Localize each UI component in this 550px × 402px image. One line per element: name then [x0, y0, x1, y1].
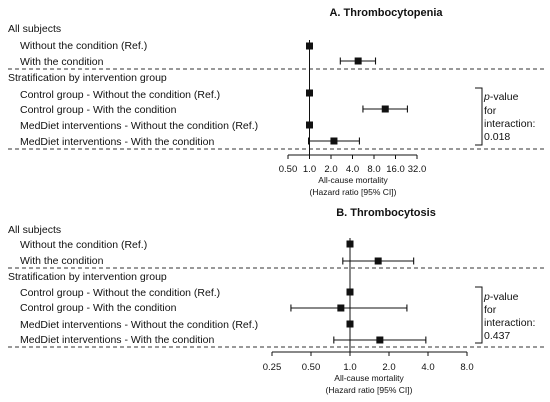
hazard-ratio-marker [376, 336, 384, 344]
x-tick-label: 4.0 [421, 362, 434, 373]
x-axis-label-units: (Hazard ratio [95% CI]) [310, 187, 397, 197]
panel-title: B. Thrombocytosis [336, 207, 436, 219]
hazard-ratio-marker [337, 304, 345, 312]
hazard-ratio-marker [346, 320, 354, 328]
hazard-ratio-marker [306, 42, 313, 50]
hazard-ratio-marker [374, 257, 382, 265]
x-tick-label: 2.0 [324, 164, 337, 175]
p-suffix: -value [490, 291, 519, 303]
x-tick-label: 32.0 [408, 164, 427, 175]
panel-thrombocytosis: B. Thrombocytosis All subjects Without t… [8, 207, 547, 395]
x-axis-label-units: (Hazard ratio [95% CI]) [326, 385, 413, 395]
interaction-bracket [475, 87, 483, 146]
p-value-note: p-value [483, 91, 519, 103]
row-label: MedDiet interventions - Without the cond… [20, 120, 258, 132]
x-tick-label: 16.0 [386, 164, 405, 175]
row-label: MedDiet interventions - Without the cond… [20, 319, 258, 331]
panel-thrombocytopenia: A. Thrombocytopenia All subjects Without… [8, 7, 547, 197]
p-value-note: p-value [483, 291, 519, 303]
interaction-bracket [475, 286, 483, 344]
hazard-ratio-marker [381, 105, 389, 113]
x-tick-label: 8.0 [367, 164, 380, 175]
hazard-ratio-marker [306, 121, 313, 129]
row-label: With the condition [20, 255, 104, 267]
hazard-ratio-marker [346, 288, 354, 296]
p-value-note-line2: for [484, 304, 497, 316]
x-tick-label: 2.0 [382, 362, 395, 373]
row-label: Control group - Without the condition (R… [20, 287, 220, 299]
x-tick-label: 1.0 [343, 362, 356, 373]
x-tick-label: 0.25 [263, 362, 282, 373]
row-label: All subjects [8, 224, 61, 236]
row-label: Control group - With the condition [20, 104, 177, 116]
p-italic: p [483, 291, 490, 303]
row-label: MedDiet interventions - With the conditi… [20, 334, 215, 346]
x-tick-label: 0.50 [279, 164, 298, 175]
hazard-ratio-marker [346, 240, 354, 248]
x-tick-label: 8.0 [460, 362, 473, 373]
x-tick-label: 1.0 [303, 164, 316, 175]
panel-title: A. Thrombocytopenia [329, 7, 443, 19]
p-value-note-line2: for [484, 105, 497, 117]
p-value: 0.437 [484, 330, 510, 342]
row-label: Stratification by intervention group [8, 271, 167, 283]
hazard-ratio-marker [354, 57, 362, 65]
x-tick-label: 0.50 [302, 362, 321, 373]
p-value-note-line3: interaction: [484, 317, 535, 329]
p-suffix: -value [490, 91, 519, 103]
p-value: 0.018 [484, 131, 510, 143]
p-italic: p [483, 91, 490, 103]
p-value-note-line3: interaction: [484, 118, 535, 130]
x-axis-label: All-cause mortality [334, 373, 404, 383]
row-label: Without the condition (Ref.) [20, 40, 147, 52]
hazard-ratio-marker [330, 137, 338, 145]
row-label: Stratification by intervention group [8, 72, 167, 84]
row-label: Without the condition (Ref.) [20, 239, 147, 251]
row-label: Control group - Without the condition (R… [20, 89, 220, 101]
row-label: All subjects [8, 23, 61, 35]
row-label: With the condition [20, 56, 104, 68]
row-label: Control group - With the condition [20, 302, 177, 314]
hazard-ratio-marker [306, 89, 313, 97]
x-tick-label: 4.0 [346, 164, 359, 175]
x-axis-label: All-cause mortality [318, 175, 388, 185]
row-label: MedDiet interventions - With the conditi… [20, 136, 215, 148]
